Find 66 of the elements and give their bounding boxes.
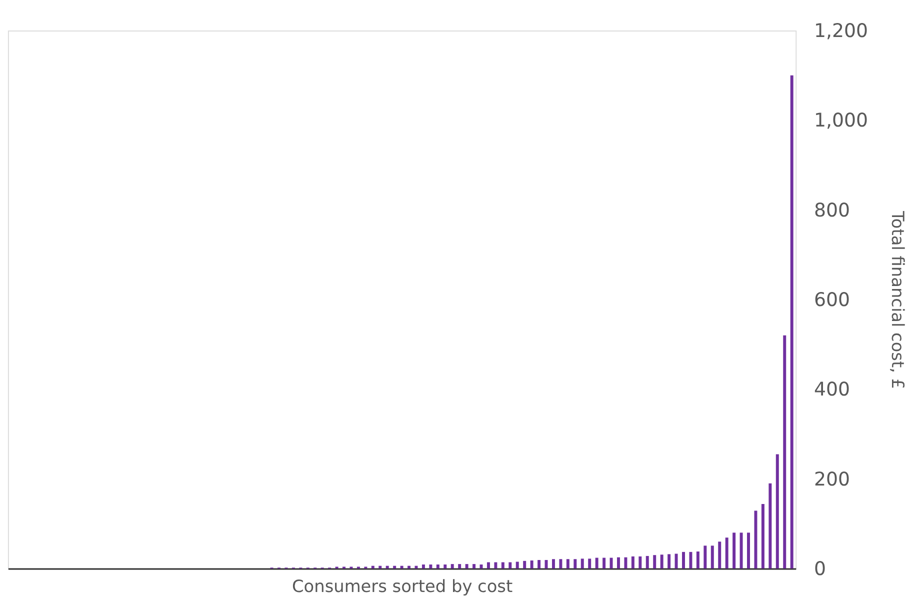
bar (393, 566, 396, 569)
bar (790, 75, 794, 569)
bar (660, 554, 664, 569)
x-axis-title: Consumers sorted by cost (292, 576, 513, 596)
bar (610, 558, 613, 569)
bar (408, 566, 411, 569)
y-tick-label: 800 (814, 199, 850, 222)
bar (444, 564, 447, 569)
bar (400, 566, 404, 569)
bar (566, 559, 570, 569)
bar (624, 557, 628, 569)
bar (740, 532, 743, 569)
bar (538, 560, 541, 569)
bar (718, 542, 722, 569)
bar (516, 562, 519, 569)
bar (422, 564, 425, 569)
bar (436, 564, 440, 569)
bar (371, 566, 374, 569)
bar (595, 558, 598, 569)
bar (465, 564, 468, 569)
bar (653, 555, 656, 569)
y-tick-label: 200 (814, 468, 850, 490)
bar (429, 564, 432, 569)
bar (747, 532, 750, 569)
bar (574, 559, 577, 569)
bar (776, 454, 779, 569)
bar (761, 504, 764, 569)
bar (414, 566, 418, 569)
bar (588, 558, 592, 569)
y-tick-label: 600 (814, 288, 850, 311)
bar (552, 559, 555, 569)
bar (472, 564, 476, 569)
bar (689, 552, 692, 569)
bar (646, 556, 649, 569)
bar (530, 560, 534, 569)
bar (494, 562, 498, 569)
bar (674, 554, 678, 569)
bar (710, 546, 714, 569)
y-tick-label: 1,000 (814, 110, 868, 132)
y-tick-label: 1,200 (814, 20, 868, 42)
bar (386, 566, 389, 569)
bar (486, 562, 490, 569)
bar (378, 566, 382, 569)
y-tick-label: 400 (814, 378, 850, 401)
bar (638, 556, 642, 569)
bar (523, 560, 526, 569)
bar (696, 551, 700, 569)
bar (501, 562, 504, 569)
bar (458, 564, 462, 569)
bar (668, 554, 671, 569)
y-tick-label: 0 (814, 558, 826, 580)
bar (580, 558, 584, 569)
bar (704, 546, 707, 569)
bar (508, 562, 512, 569)
bar (725, 538, 728, 569)
bar (559, 559, 562, 569)
bar (682, 552, 685, 569)
bar (602, 558, 606, 569)
bar (616, 557, 620, 569)
bar (768, 483, 772, 569)
bar (783, 335, 786, 569)
bar (754, 510, 758, 569)
bar (732, 532, 736, 569)
y-axis-title: Total financial cost, £ (888, 210, 908, 390)
bar (631, 556, 634, 569)
bar (450, 564, 454, 569)
